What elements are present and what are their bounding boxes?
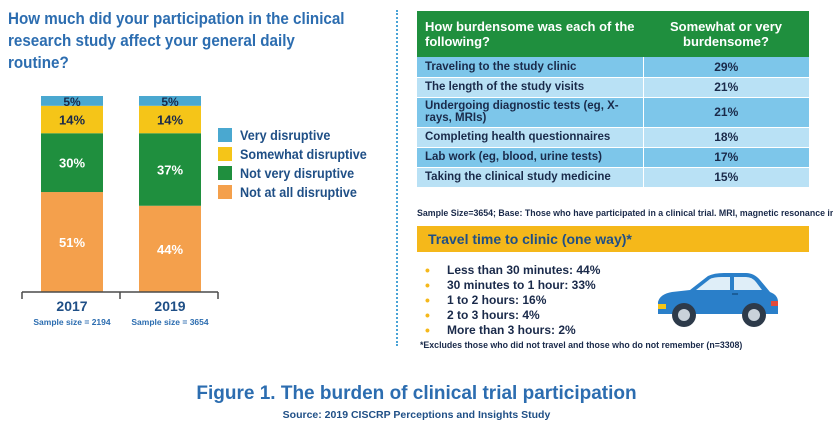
legend-item: Somewhat disruptive [218,145,381,163]
car-icon [658,273,778,327]
data-label: 5% [63,95,81,109]
bullet-icon: • [425,276,430,293]
travel-item-label: Less than 30 minutes: 44% [447,262,601,277]
burden-table-header: How burdensome was each of the following… [417,11,809,57]
travel-title: Travel time to clinic (one way)* [428,231,632,247]
legend-label: Not at all disruptive [240,184,357,200]
bar-segment [41,192,103,292]
table-footnote: Sample Size=3654; Base: Those who have p… [417,208,833,218]
bar-segment [41,105,103,134]
travel-item-label: 1 to 2 hours: 16% [447,292,547,307]
row-label: Traveling to the study clinic [417,57,643,78]
panel-divider [396,10,398,346]
row-value: 18% [642,127,809,148]
data-label: 37% [157,163,183,178]
row-value: 21% [642,97,809,128]
travel-item: • More than 3 hours: 2% [425,321,600,338]
table-row: The length of the study visits 21% [417,77,809,98]
row-label: Completing health questionnaires [417,127,643,148]
bullet-icon: • [425,321,430,338]
row-value: 29% [642,57,809,78]
row-value: 21% [642,77,809,98]
legend-swatch [218,185,232,199]
travel-item-label: 2 to 3 hours: 4% [447,307,540,322]
legend-label: Not very disruptive [240,165,355,181]
table-row: Completing health questionnaires 18% [417,127,809,148]
bar-segment [41,96,103,106]
figure-title: The burden of clinical trial participati… [280,383,637,404]
travel-item-label: 30 minutes to 1 hour: 33% [447,277,596,292]
legend-item: Not very disruptive [218,164,381,182]
table-row: Lab work (eg, blood, urine tests) 17% [417,147,809,168]
row-label: Taking the clinical study medicine [417,167,643,188]
legend-swatch [218,147,232,161]
row-value: 15% [642,167,809,188]
row-label: Lab work (eg, blood, urine tests) [417,147,643,168]
bullet-icon: • [425,261,430,278]
travel-header-bar [417,226,809,252]
bar-segment [139,205,201,292]
data-label: 30% [59,156,85,171]
bullet-icon: • [425,306,430,323]
sample-size-label: Sample size = 2194 [33,317,111,327]
travel-item: • 1 to 2 hours: 16% [425,291,600,308]
data-label: 51% [59,235,85,250]
sample-size-label: Sample size = 3654 [131,317,209,327]
legend-swatch [218,166,232,180]
figure-source: Source: 2019 CISCRP Perceptions and Insi… [282,409,551,421]
table-row: Traveling to the study clinic 29% [417,57,809,78]
header-activity: How burdensome was each of the following… [417,11,643,57]
bullet-icon: • [425,291,430,308]
table-row: Taking the clinical study medicine 15% [417,167,809,188]
travel-footnote: *Excludes those who did not travel and t… [420,340,743,350]
travel-item: • 2 to 3 hours: 4% [425,306,600,323]
row-label: The length of the study visits [417,77,643,98]
legend-swatch [218,128,232,142]
legend-label: Very disruptive [240,127,331,143]
travel-item: • Less than 30 minutes: 44% [425,261,601,278]
legend-item: Very disruptive [218,126,381,144]
header-burdensome: Somewhat or very burdensome? [643,11,809,57]
burden-table: How burdensome was each of the following… [417,11,809,188]
stacked-bar-chart: 51% 30% 14% 5% 2017 Sample size = 2194 44% 37% 1… [21,95,219,327]
chart-legend: Very disruptive Somewhat disruptive Not ve… [218,126,381,202]
bar-segment [139,133,201,206]
chart-question-title: How much did your participation in the c… [8,10,345,72]
bar-segment [139,105,201,134]
legend-label: Somewhat disruptive [240,146,367,162]
x-tick-label: 2019 [154,298,185,314]
legend-item: Not at all disruptive [218,183,381,201]
data-label: 14% [157,113,183,128]
data-label: 5% [161,95,179,109]
bar-segment [139,96,201,106]
travel-item: • 30 minutes to 1 hour: 33% [425,276,600,293]
travel-item-label: More than 3 hours: 2% [447,322,576,337]
x-tick-label: 2017 [56,298,87,314]
figure-number: Figure 1. [196,383,276,404]
row-value: 17% [642,147,809,168]
travel-time-list: • Less than 30 minutes: 44% • 30 minutes to… [425,261,601,338]
data-label: 14% [59,113,85,128]
table-row: Undergoing diagnostic tests (eg, X-rays,… [417,97,809,128]
row-label: Undergoing diagnostic tests (eg, X-rays,… [417,97,643,128]
figure-caption: Figure 1. The burden of clinical trial p… [0,383,833,405]
bar-segment [41,133,103,193]
data-label: 44% [157,242,183,257]
